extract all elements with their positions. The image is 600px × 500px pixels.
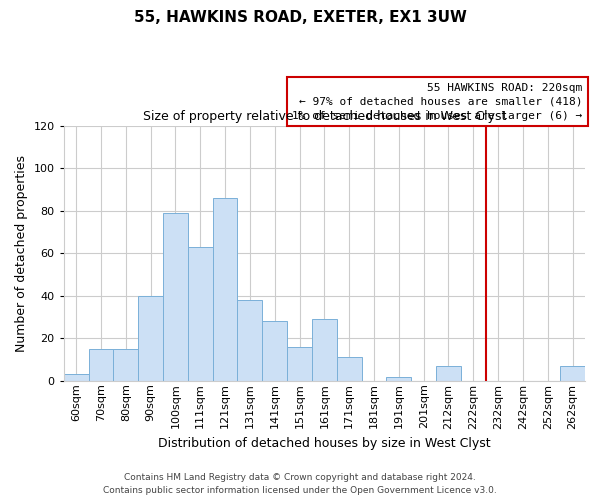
X-axis label: Distribution of detached houses by size in West Clyst: Distribution of detached houses by size …	[158, 437, 491, 450]
Bar	[262, 321, 287, 381]
Bar	[138, 296, 163, 381]
Bar	[287, 347, 312, 381]
Bar	[188, 247, 212, 381]
Bar	[113, 349, 138, 381]
Title: Size of property relative to detached houses in West Clyst: Size of property relative to detached ho…	[143, 110, 506, 123]
Bar	[89, 349, 113, 381]
Bar	[560, 366, 585, 381]
Bar	[212, 198, 238, 381]
Bar	[436, 366, 461, 381]
Bar	[312, 319, 337, 381]
Bar	[337, 358, 362, 381]
Bar	[64, 374, 89, 381]
Text: 55, HAWKINS ROAD, EXETER, EX1 3UW: 55, HAWKINS ROAD, EXETER, EX1 3UW	[134, 10, 466, 25]
Y-axis label: Number of detached properties: Number of detached properties	[15, 154, 28, 352]
Bar	[386, 376, 411, 381]
Bar	[163, 213, 188, 381]
Text: Contains HM Land Registry data © Crown copyright and database right 2024.
Contai: Contains HM Land Registry data © Crown c…	[103, 474, 497, 495]
Text: 55 HAWKINS ROAD: 220sqm
← 97% of detached houses are smaller (418)
1% of semi-de: 55 HAWKINS ROAD: 220sqm ← 97% of detache…	[292, 82, 583, 120]
Bar	[238, 300, 262, 381]
